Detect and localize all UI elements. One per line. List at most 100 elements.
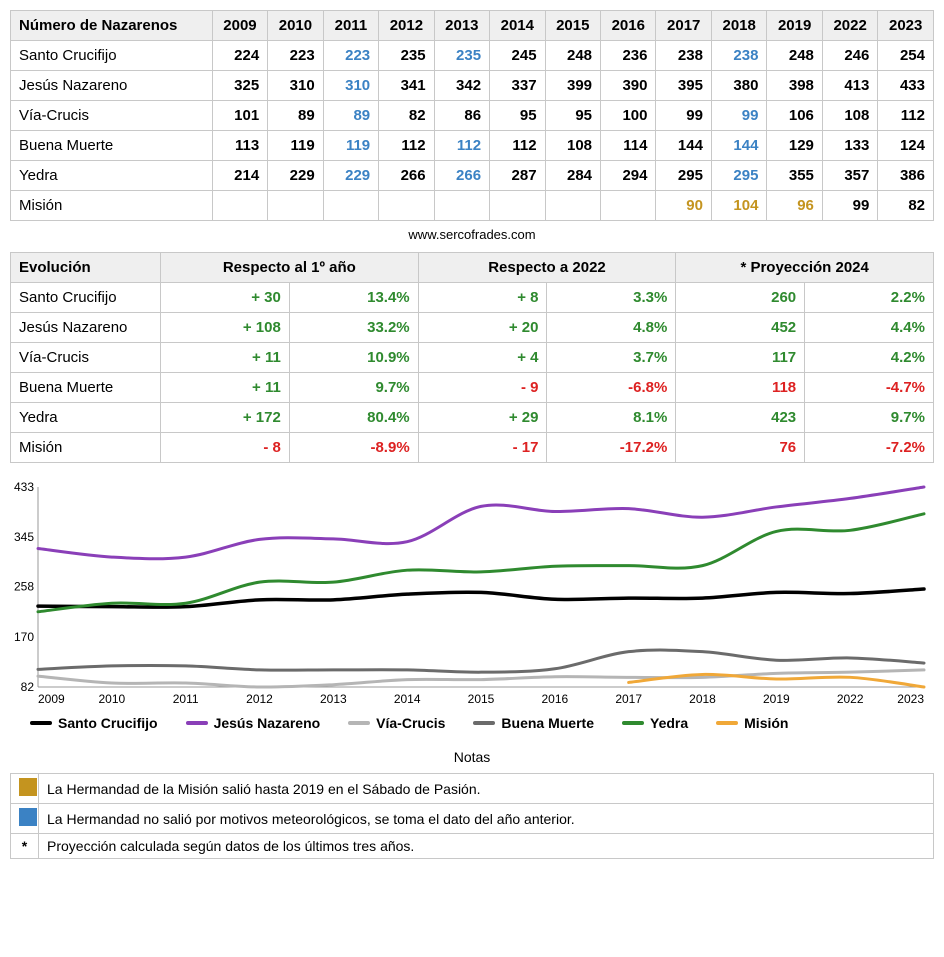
note-text: La Hermandad no salió por motivos meteor… (39, 804, 934, 834)
x-tick-label: 2011 (173, 692, 199, 706)
note-icon: * (11, 834, 39, 859)
data-cell (212, 191, 267, 221)
evolution-tbody: Santo Crucifijo+ 3013.4%+ 83.3%2602.2%Je… (11, 283, 934, 463)
data-cell: 99 (822, 191, 877, 221)
data-cell: 248 (767, 41, 822, 71)
data-cell: 310 (323, 71, 378, 101)
data-cell: 76 (676, 433, 805, 463)
data-cell: 106 (767, 101, 822, 131)
data-cell: 9.7% (805, 403, 934, 433)
x-tick-label: 2013 (320, 692, 347, 706)
data-cell: 238 (711, 41, 766, 71)
data-cell: + 29 (418, 403, 547, 433)
data-cell: 238 (656, 41, 711, 71)
table-row: Misión90104969982 (11, 191, 934, 221)
data-cell: 236 (601, 41, 656, 71)
data-cell: 395 (656, 71, 711, 101)
year-header: 2016 (601, 11, 656, 41)
data-cell: 341 (379, 71, 434, 101)
evolution-header-row: Evolución Respecto al 1º añoRespecto a 2… (11, 253, 934, 283)
data-cell: -6.8% (547, 373, 676, 403)
row-name: Santo Crucifijo (11, 41, 213, 71)
row-name: Buena Muerte (11, 131, 213, 161)
data-cell: 266 (434, 161, 489, 191)
legend-swatch (473, 721, 495, 725)
data-cell: 82 (878, 191, 934, 221)
nazarenos-tbody: Santo Crucifijo2242232232352352452482362… (11, 41, 934, 221)
y-tick-label: 170 (14, 630, 34, 644)
year-header: 2018 (711, 11, 766, 41)
legend-swatch (622, 721, 644, 725)
data-cell: 80.4% (289, 403, 418, 433)
table-row: Buena Muerte1131191191121121121081141441… (11, 131, 934, 161)
legend-label: Santo Crucifijo (58, 715, 158, 731)
data-cell: 355 (767, 161, 822, 191)
legend-item: Misión (716, 715, 788, 731)
legend-label: Jesús Nazareno (214, 715, 321, 731)
data-cell: 399 (545, 71, 600, 101)
data-cell: 124 (878, 131, 934, 161)
note-row: *Proyección calculada según datos de los… (11, 834, 934, 859)
data-cell: + 11 (161, 373, 290, 403)
data-cell: 114 (601, 131, 656, 161)
evolution-header-label: Evolución (11, 253, 161, 283)
notes-table: La Hermandad de la Misión salió hasta 20… (10, 773, 934, 859)
data-cell: - 9 (418, 373, 547, 403)
data-cell: + 11 (161, 343, 290, 373)
data-cell: 144 (711, 131, 766, 161)
group-header: Respecto a 2022 (418, 253, 676, 283)
legend-item: Vía-Crucis (348, 715, 445, 731)
evolution-table: Evolución Respecto al 1º añoRespecto a 2… (10, 252, 934, 463)
legend-item: Buena Muerte (473, 715, 594, 731)
legend-item: Jesús Nazareno (186, 715, 321, 731)
row-name: Misión (11, 191, 213, 221)
x-tick-label: 2014 (394, 692, 421, 706)
data-cell: 10.9% (289, 343, 418, 373)
data-cell: 248 (545, 41, 600, 71)
data-cell: 452 (676, 313, 805, 343)
data-cell: 357 (822, 161, 877, 191)
data-cell (490, 191, 545, 221)
data-cell: 119 (323, 131, 378, 161)
legend-swatch (30, 721, 52, 725)
data-cell: 99 (711, 101, 766, 131)
year-header: 2014 (490, 11, 545, 41)
data-cell: 144 (656, 131, 711, 161)
legend-item: Santo Crucifijo (30, 715, 158, 731)
data-cell: + 4 (418, 343, 547, 373)
x-tick-label: 2010 (98, 692, 125, 706)
note-row: La Hermandad no salió por motivos meteor… (11, 804, 934, 834)
data-cell: 398 (767, 71, 822, 101)
data-cell (379, 191, 434, 221)
year-header: 2010 (268, 11, 323, 41)
data-cell: 9.7% (289, 373, 418, 403)
data-cell: + 30 (161, 283, 290, 313)
table-row: Santo Crucifijo2242232232352352452482362… (11, 41, 934, 71)
nazarenos-header-row: Número de Nazarenos 20092010201120122013… (11, 11, 934, 41)
row-name: Yedra (11, 403, 161, 433)
group-header: Respecto al 1º año (161, 253, 419, 283)
x-tick-label: 2016 (541, 692, 568, 706)
data-cell: 96 (767, 191, 822, 221)
row-name: Santo Crucifijo (11, 283, 161, 313)
legend-label: Buena Muerte (501, 715, 594, 731)
group-header: * Proyección 2024 (676, 253, 934, 283)
data-cell: + 20 (418, 313, 547, 343)
row-name: Buena Muerte (11, 373, 161, 403)
data-cell: - 8 (161, 433, 290, 463)
data-cell: -4.7% (805, 373, 934, 403)
data-cell: 295 (711, 161, 766, 191)
x-tick-label: 2019 (763, 692, 790, 706)
data-cell: 4.8% (547, 313, 676, 343)
chart-line (38, 487, 924, 559)
legend-swatch (186, 721, 208, 725)
table-row: Vía-Crucis101898982869595100999910610811… (11, 101, 934, 131)
data-cell: - 17 (418, 433, 547, 463)
data-cell: 295 (656, 161, 711, 191)
legend-label: Misión (744, 715, 788, 731)
data-cell: 119 (268, 131, 323, 161)
data-cell: 101 (212, 101, 267, 131)
row-name: Yedra (11, 161, 213, 191)
x-tick-label: 2017 (615, 692, 642, 706)
data-cell: 433 (878, 71, 934, 101)
